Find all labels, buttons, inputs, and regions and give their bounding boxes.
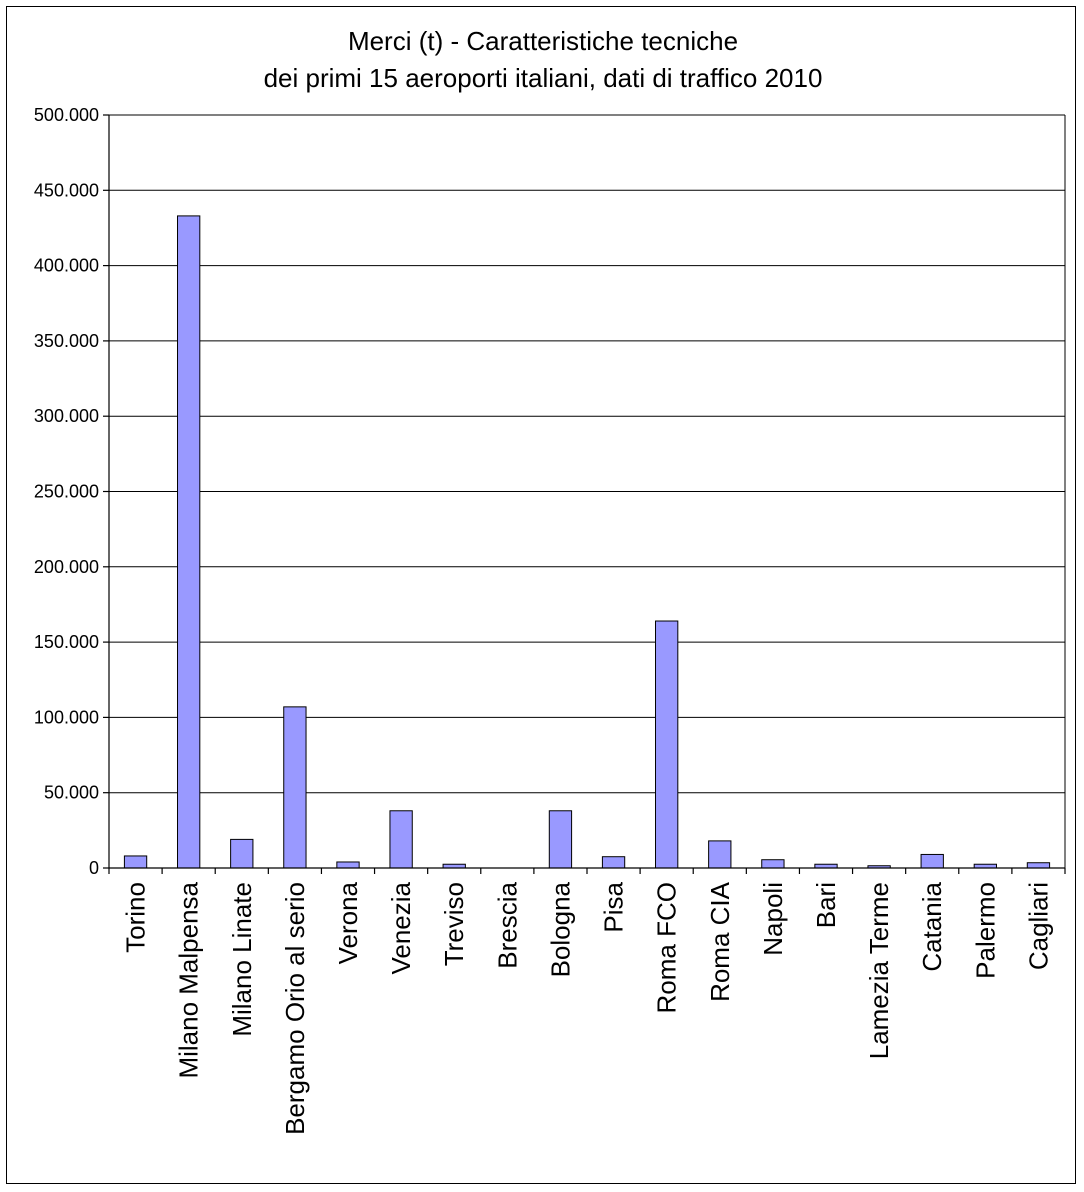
chart-subtitle: dei primi 15 aeroporti italiani, dati di… [264, 63, 823, 93]
bar [601, 856, 626, 869]
y-axis: 0 50.000 100.000 150.000 200.000 250.000 300.0… [34, 105, 110, 878]
chart-frame: Merci (t) - Caratteristiche tecniche dei… [6, 6, 1076, 1184]
x-tick-label: Bari [811, 882, 841, 928]
x-tick-label: Catania [917, 881, 947, 971]
bar [761, 859, 785, 869]
y-tick-label: 500.000 [34, 105, 99, 125]
bar [230, 838, 254, 869]
bar [548, 810, 573, 869]
bar [1026, 862, 1051, 869]
x-tick-label: Verona [333, 881, 363, 964]
bar [655, 620, 679, 869]
bar [708, 840, 732, 869]
bar [177, 215, 201, 869]
x-tick-label: Roma FCO [652, 882, 682, 1013]
bars [123, 215, 1051, 869]
bar [336, 861, 360, 869]
y-tick-label: 200.000 [34, 557, 99, 577]
x-axis: Torino Milano Malpensa Milano Linate Bergam… [108, 867, 1066, 1135]
x-tick-label: Bergamo Orio al serio [280, 882, 310, 1135]
bar [123, 855, 148, 869]
y-tick-label: 50.000 [44, 783, 99, 803]
x-tick-label: Roma CIA [705, 881, 735, 1002]
y-tick-label: 250.000 [34, 482, 99, 502]
x-tick-label: Milano Malpensa [174, 881, 204, 1078]
x-tick-label: Venezia [386, 881, 416, 974]
y-tick-label: 450.000 [34, 180, 99, 200]
x-tick-label: Lamezia Terme [864, 882, 894, 1059]
bar [283, 706, 307, 869]
x-tick-label: Pisa [599, 881, 629, 932]
chart-title: Merci (t) - Caratteristiche tecniche [348, 26, 738, 56]
x-tick-label: Treviso [439, 882, 469, 966]
gridlines [109, 114, 1066, 868]
y-tick-label: 300.000 [34, 406, 99, 426]
bar-chart: Merci (t) - Caratteristiche tecniche dei… [34, 26, 1066, 1135]
bar [920, 853, 944, 869]
x-tick-label: Cagliari [1023, 882, 1053, 970]
x-tick-label: Milano Linate [227, 882, 257, 1037]
x-tick-label: Bologna [545, 881, 575, 977]
y-tick-label: 100.000 [34, 707, 99, 727]
bar [389, 810, 413, 869]
y-tick-label: 150.000 [34, 632, 99, 652]
chart-title-group: Merci (t) - Caratteristiche tecniche dei… [264, 26, 823, 93]
x-tick-label: Palermo [970, 882, 1000, 979]
y-tick-label: 0 [89, 858, 99, 878]
x-tick-label: Torino [121, 882, 151, 953]
x-tick-label: Brescia [492, 881, 522, 968]
y-tick-label: 350.000 [34, 331, 99, 351]
y-tick-label: 400.000 [34, 256, 99, 276]
x-tick-label: Napoli [758, 882, 788, 956]
